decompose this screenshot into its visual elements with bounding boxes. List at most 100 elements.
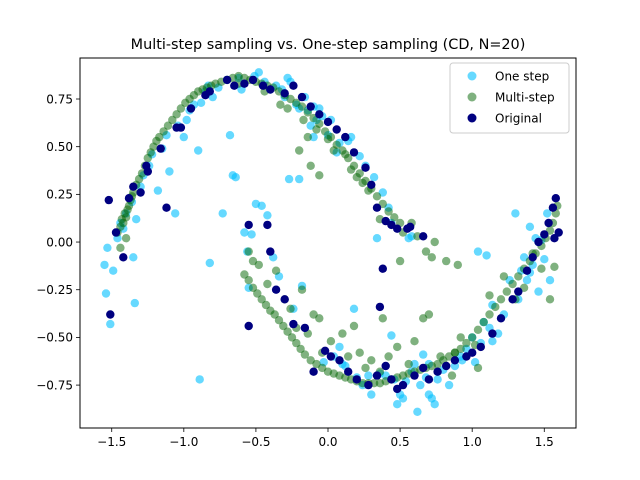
data-point	[280, 295, 289, 304]
data-point	[129, 182, 138, 191]
data-point	[550, 234, 559, 243]
y-tick-label: 0.25	[46, 188, 73, 202]
data-point	[248, 283, 258, 292]
data-point	[444, 380, 454, 390]
series-2	[104, 75, 563, 394]
data-point	[247, 230, 256, 239]
data-point	[367, 356, 376, 365]
data-point	[332, 125, 341, 134]
data-point	[101, 289, 111, 298]
data-point	[283, 104, 292, 113]
data-point	[346, 165, 356, 174]
data-point	[378, 264, 387, 273]
y-axis: −0.75 −0.50 −0.25 0.00 0.25 0.50 0.75	[36, 92, 80, 392]
data-point	[194, 146, 203, 155]
data-point	[244, 276, 253, 285]
data-point	[522, 276, 532, 285]
data-point	[482, 251, 491, 260]
data-point	[424, 375, 434, 384]
data-point	[372, 192, 382, 201]
axes-frame	[79, 57, 577, 429]
data-point	[355, 348, 364, 357]
data-point	[130, 298, 139, 308]
data-point	[419, 363, 428, 373]
data-point	[231, 173, 240, 182]
data-point	[450, 356, 460, 365]
data-point	[485, 291, 494, 300]
data-point	[155, 132, 164, 142]
data-point	[248, 75, 258, 85]
data-point	[295, 146, 304, 155]
data-point	[419, 350, 428, 359]
y-tick-label: 0.00	[46, 235, 73, 249]
data-point	[344, 352, 353, 361]
data-point	[303, 132, 312, 142]
data-point	[271, 266, 281, 275]
data-point	[271, 285, 281, 294]
data-point	[266, 85, 275, 94]
data-point	[257, 295, 266, 304]
data-point	[100, 260, 109, 270]
data-point	[306, 161, 315, 170]
data-point	[473, 247, 483, 256]
data-point	[361, 363, 370, 373]
data-point	[442, 256, 451, 266]
data-point	[398, 394, 408, 403]
data-point	[296, 344, 305, 354]
data-point	[550, 262, 559, 271]
data-point	[384, 207, 393, 216]
data-point	[306, 102, 315, 111]
data-point	[364, 380, 373, 390]
data-point	[257, 201, 266, 210]
data-point	[413, 407, 422, 416]
data-point	[514, 272, 523, 281]
data-point	[381, 361, 390, 371]
data-point	[171, 209, 180, 218]
data-point	[323, 134, 333, 144]
data-point	[270, 310, 279, 319]
data-point	[279, 321, 288, 331]
data-point	[496, 314, 506, 323]
data-point	[476, 342, 485, 352]
data-point	[266, 247, 275, 256]
data-point	[326, 352, 336, 361]
data-point	[196, 98, 206, 108]
data-point	[109, 266, 118, 275]
data-point	[491, 302, 500, 312]
data-point	[407, 232, 416, 241]
data-point	[315, 110, 324, 119]
data-point	[372, 371, 382, 380]
data-point	[488, 329, 497, 338]
data-point	[195, 375, 204, 384]
data-point	[263, 220, 272, 230]
data-point	[323, 117, 333, 127]
data-point	[387, 375, 396, 384]
x-tick-label: 0.0	[318, 435, 337, 449]
data-point	[358, 178, 367, 188]
data-point	[496, 295, 506, 304]
data-point	[344, 367, 353, 376]
data-point	[335, 356, 344, 365]
data-point	[300, 323, 310, 333]
data-point	[413, 232, 422, 241]
data-point	[349, 148, 359, 157]
data-point	[372, 203, 382, 212]
legend-item: Multi-step	[467, 90, 555, 104]
data-point	[447, 371, 457, 380]
data-point	[390, 213, 399, 222]
data-point	[309, 132, 318, 142]
legend-label: Original	[495, 111, 542, 125]
data-point	[511, 209, 520, 218]
data-point	[315, 171, 324, 180]
data-point	[129, 253, 138, 262]
data-point	[456, 333, 465, 342]
data-point	[502, 287, 511, 296]
x-tick-label: 1.5	[535, 435, 554, 449]
data-point	[284, 174, 294, 184]
data-point	[163, 121, 173, 130]
data-point	[393, 224, 402, 233]
data-point	[312, 125, 321, 134]
data-point	[106, 310, 115, 319]
y-tick-label: 0.75	[46, 92, 73, 106]
